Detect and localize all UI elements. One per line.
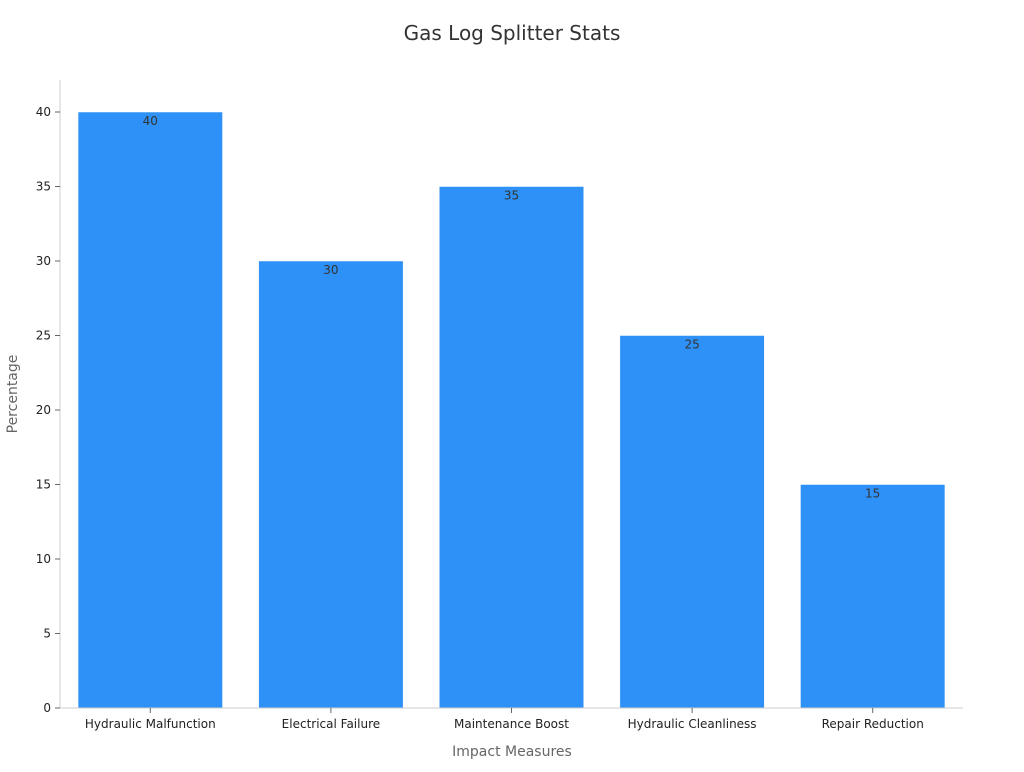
- axes-layer: 0 5 10 15 20 25 30 35 40 Hydraulic Malfunction Ele…: [36, 80, 963, 731]
- y-tick-label: 5: [43, 627, 51, 641]
- y-tick-label: 25: [36, 329, 51, 343]
- y-tick-label: 20: [36, 403, 51, 417]
- y-tick-label: 0: [43, 701, 51, 715]
- bar-value-label: 15: [865, 487, 880, 501]
- bar: [619, 335, 765, 709]
- chart-title: Gas Log Splitter Stats: [404, 21, 621, 45]
- x-tick-label: Hydraulic Malfunction: [85, 717, 216, 731]
- bar: [439, 186, 584, 709]
- y-tick-label: 40: [36, 105, 51, 119]
- y-tick-label: 10: [36, 552, 51, 566]
- y-axis-label: Percentage: [5, 355, 21, 434]
- bars-layer: 40 30 35 25 15: [77, 111, 946, 709]
- bar-value-label: 25: [684, 338, 699, 352]
- bar-value-label: 30: [323, 263, 338, 277]
- x-tick-label: Repair Reduction: [822, 717, 924, 731]
- x-tick-label: Hydraulic Cleanliness: [628, 717, 757, 731]
- bar-value-label: 35: [504, 189, 519, 203]
- bar: [77, 111, 223, 709]
- x-tick-label: Maintenance Boost: [454, 717, 569, 731]
- y-tick-label: 30: [36, 254, 51, 268]
- bar: [800, 484, 946, 709]
- y-tick-label: 35: [36, 180, 51, 194]
- bar-value-label: 40: [143, 114, 158, 128]
- x-tick-label: Electrical Failure: [282, 717, 380, 731]
- bar: [258, 260, 404, 709]
- y-tick-label: 15: [36, 478, 51, 492]
- x-axis-label: Impact Measures: [452, 744, 572, 760]
